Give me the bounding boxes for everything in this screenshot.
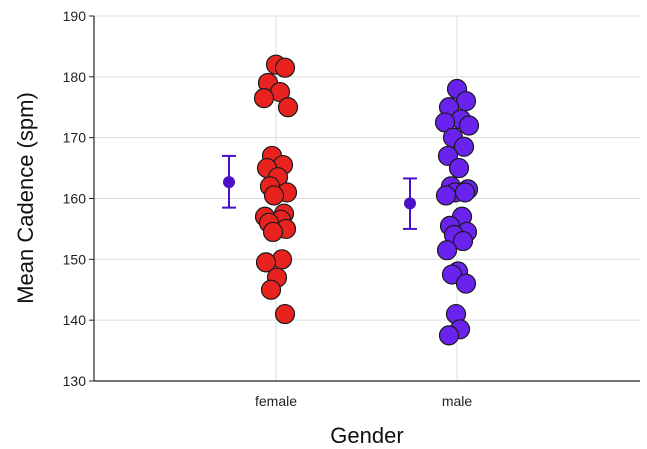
male-data-point: [452, 230, 474, 252]
male-data-point: [436, 240, 458, 261]
female-data-point: [274, 303, 296, 325]
male-data-point: [455, 91, 477, 112]
x-tick-label: female: [255, 393, 297, 409]
y-tick-label: 170: [63, 130, 87, 146]
female-data-point: [277, 97, 299, 118]
male-data-point: [435, 185, 457, 206]
female-data-point: [274, 57, 296, 78]
y-tick-label: 150: [63, 251, 87, 267]
x-axis-title: Gender: [330, 423, 403, 448]
male-mean-point: [404, 197, 416, 210]
male-data-point: [453, 136, 475, 157]
male-data-point: [438, 325, 460, 346]
y-tick-label: 180: [63, 69, 87, 85]
y-tick-label: 130: [63, 373, 87, 389]
y-tick-label: 190: [63, 8, 87, 24]
male-data-point: [448, 157, 470, 179]
y-tick-label: 160: [63, 191, 87, 207]
y-tick-label: 140: [63, 312, 87, 328]
female-data-point: [255, 252, 277, 273]
x-tick-label: male: [442, 393, 473, 409]
male-data-point: [455, 273, 477, 294]
y-tick-labels: 130 140 150 160 170 180 190: [63, 8, 94, 389]
female-data-point: [260, 279, 282, 300]
male-data-point: [441, 264, 463, 285]
female-data-point: [253, 88, 275, 109]
x-tick-labels: female male: [255, 393, 472, 409]
female-data-point: [263, 185, 285, 206]
female-mean-point: [223, 176, 235, 189]
grid-lines: [94, 15, 640, 382]
male-data-point: [458, 115, 480, 136]
y-axis-title: Mean Cadence (spm): [13, 92, 38, 304]
female-data-point: [262, 221, 284, 243]
data-points: [253, 54, 480, 346]
male-data-point: [454, 182, 476, 203]
mean-ci-markers: [222, 154, 417, 230]
